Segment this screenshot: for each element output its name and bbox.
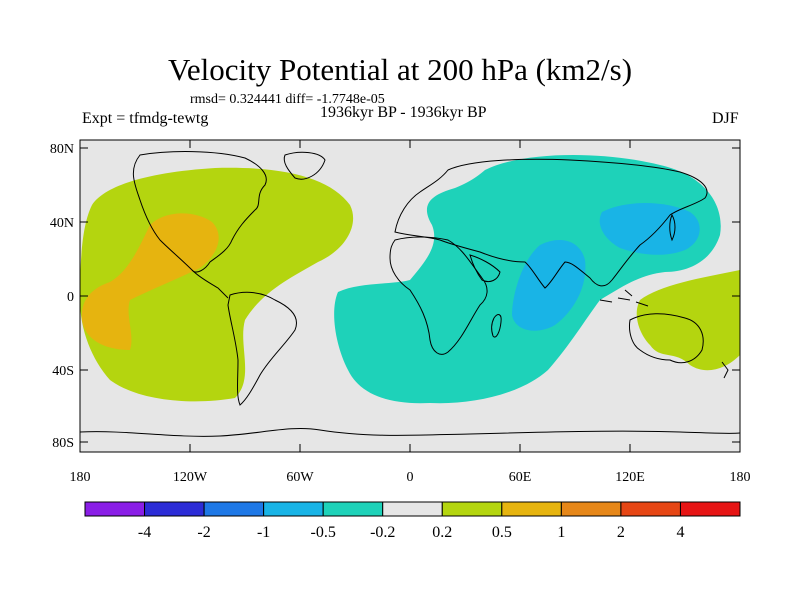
colorbar-label: -1	[257, 524, 270, 541]
contour-maximum-pacific	[81, 213, 219, 350]
lat-tick-label: 0	[67, 290, 74, 305]
lon-tick-label: 60W	[286, 470, 314, 485]
experiment-label: Expt = tfmdg-tewtg	[82, 110, 209, 127]
colorbar-swatch	[679, 501, 741, 517]
colorbar-swatch	[560, 501, 622, 517]
contour-positive-pacific	[80, 167, 354, 402]
colorbar-label: -4	[138, 524, 151, 541]
colorbar: -4 -2 -1 -0.5 -0.2 0.2 0.5 1 2 4	[84, 501, 741, 541]
stats-text: rmsd= 0.324441 diff= -1.7748e-05	[190, 92, 385, 107]
lat-tick-label: 40N	[50, 216, 74, 231]
contour-positive-australia	[636, 270, 740, 371]
lat-tick-label: 40S	[52, 364, 74, 379]
colorbar-label: -2	[197, 524, 210, 541]
colorbar-swatch	[441, 501, 503, 517]
lon-tick-label: 180	[70, 470, 91, 485]
contour-minimum-eastasia	[599, 203, 700, 255]
lon-tick-label: 180	[730, 470, 751, 485]
colorbar-label: -0.5	[311, 524, 336, 541]
season-label: DJF	[712, 110, 739, 127]
colorbar-swatch	[203, 501, 265, 517]
longitude-axis: 180 120W 60W 0 60E 120E 180	[70, 140, 751, 485]
colorbar-label: 2	[617, 524, 625, 541]
coastlines	[80, 151, 740, 437]
colorbar-swatch	[620, 501, 681, 517]
lon-tick-label: 120E	[615, 470, 645, 485]
lon-tick-label: 120W	[173, 470, 208, 485]
colorbar-label: 0.2	[432, 524, 452, 541]
colorbar-swatch	[263, 501, 324, 517]
colorbar-swatch	[84, 501, 146, 517]
colorbar-swatch	[382, 501, 443, 517]
period-label: 1936kyr BP - 1936kyr BP	[320, 104, 487, 121]
lat-tick-label: 80S	[52, 436, 74, 451]
colorbar-label: 4	[676, 524, 684, 541]
latitude-axis: 80N 40N 0 40S 80S	[50, 142, 740, 451]
colorbar-swatch	[322, 501, 384, 517]
colorbar-swatch	[501, 501, 562, 517]
figure-title: Velocity Potential at 200 hPa (km2/s)	[167, 52, 633, 87]
lon-tick-label: 0	[407, 470, 414, 485]
colorbar-label: -0.2	[370, 524, 395, 541]
colorbar-swatch	[144, 501, 205, 517]
lon-tick-label: 60E	[509, 470, 532, 485]
colorbar-label: 0.5	[492, 524, 512, 541]
lat-tick-label: 80N	[50, 142, 74, 157]
colorbar-label: 1	[557, 524, 565, 541]
